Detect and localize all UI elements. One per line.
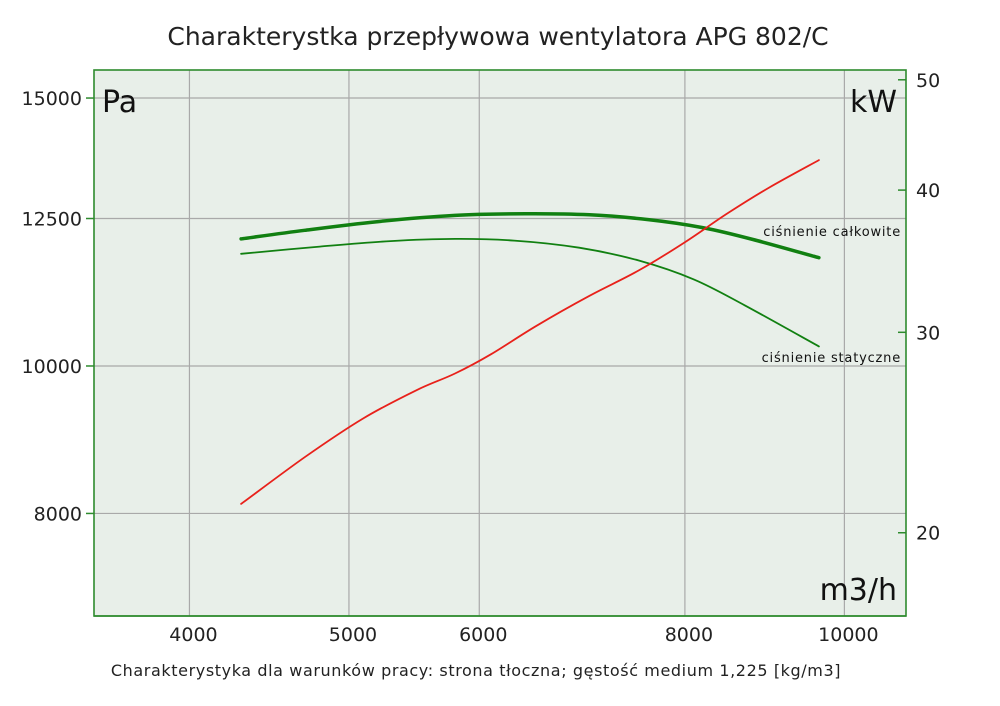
- x-tick-label-10000: 10000: [818, 624, 878, 646]
- total-pressure-curve: [239, 212, 821, 260]
- grid: [94, 70, 906, 616]
- x-tick-label-8000: 8000: [665, 624, 713, 646]
- y-right-tick-label-20: 20: [916, 523, 940, 545]
- y-right-tick-label-30: 30: [916, 322, 940, 344]
- x-unit-label: m3/h: [820, 573, 897, 608]
- chart-title: Charakterystka przepływowa wentylatora A…: [167, 22, 828, 51]
- series-layer: [239, 159, 821, 505]
- y-left-unit-label: Pa: [102, 85, 137, 120]
- plot-background: [94, 70, 906, 616]
- y-left-tick-label-10000: 10000: [22, 356, 82, 378]
- chart-footnote: Charakterystyka dla warunków pracy: stro…: [111, 661, 841, 680]
- y-left-tick-label-8000: 8000: [34, 503, 82, 525]
- static-pressure-curve: [240, 237, 820, 348]
- y-left-tick-label-15000: 15000: [22, 88, 82, 110]
- y-right-tick-label-40: 40: [916, 180, 940, 202]
- tick-labels: 4000 5000 6000 8000 10000 8000 10000 12500 15000…: [22, 70, 941, 646]
- y-left-tick-label-12500: 12500: [22, 209, 82, 231]
- label-static-pressure: ciśnienie statyczne: [762, 351, 901, 366]
- x-tick-label-6000: 6000: [459, 624, 507, 646]
- x-tick-label-4000: 4000: [169, 624, 217, 646]
- x-tick-label-5000: 5000: [329, 624, 377, 646]
- power-curve: [240, 159, 820, 505]
- y-right-tick-label-50: 50: [916, 70, 940, 92]
- y-right-unit-label: kW: [850, 85, 897, 120]
- label-total-pressure: ciśnienie całkowite: [763, 225, 901, 240]
